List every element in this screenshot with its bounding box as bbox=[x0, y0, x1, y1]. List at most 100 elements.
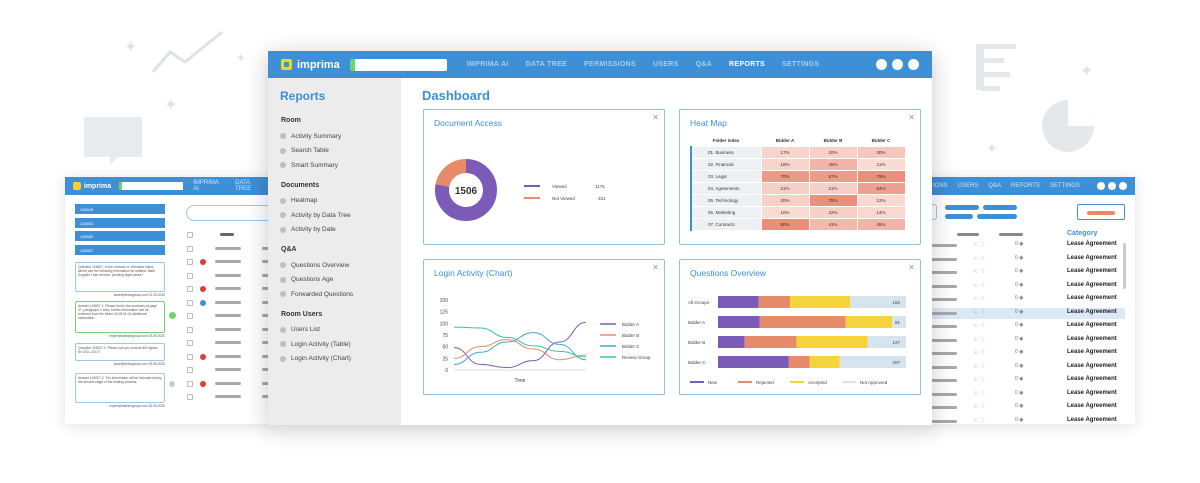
sidebar-item-smart-summary[interactable]: Smart Summary bbox=[280, 158, 401, 173]
series-line-bidder-b bbox=[453, 339, 587, 361]
bg-row-icons: ♘ ♢ bbox=[973, 296, 986, 302]
close-icon[interactable]: ✕ bbox=[908, 263, 915, 272]
heatmap-cell: 18% bbox=[760, 157, 810, 171]
bg-row-count-icon: 0 ◉ bbox=[1015, 254, 1024, 261]
bg-note-text: Question 115007.1: Please can you provid… bbox=[78, 346, 159, 354]
bar-category-label: Bidder C bbox=[688, 360, 706, 365]
nav-q-a[interactable]: Q&A bbox=[695, 61, 713, 68]
heatmap-header-folder-index: Folder Index bbox=[712, 137, 740, 143]
bullet-icon bbox=[280, 341, 286, 348]
close-icon[interactable]: ✕ bbox=[652, 113, 659, 122]
heatmap-header-bidder-c: Bidder C bbox=[871, 137, 891, 143]
sidebar-item-questions-overview[interactable]: Questions Overview bbox=[280, 258, 401, 273]
sidebar-item-users-list[interactable]: Users List bbox=[280, 323, 401, 338]
nav-settings[interactable]: SETTINGS bbox=[782, 61, 820, 68]
heatmap-row: 04. Agreements 21% 21% 64% bbox=[690, 181, 906, 195]
bullet-icon bbox=[280, 262, 286, 269]
login-activity-title: Login Activity (Chart) bbox=[434, 268, 513, 278]
y-tick-label: 25 bbox=[442, 356, 448, 362]
close-icon[interactable]: ✕ bbox=[908, 113, 915, 122]
bg-row-category: Lease Agreement bbox=[1067, 362, 1117, 369]
bullet-icon bbox=[280, 355, 286, 362]
bg-row-category: Lease Agreement bbox=[1067, 335, 1117, 342]
sidebar-item-heatmap[interactable]: Heatmap bbox=[280, 194, 401, 209]
sidebar-item-activity-summary[interactable]: Activity Summary bbox=[280, 129, 401, 144]
svg-text:✦: ✦ bbox=[1080, 63, 1093, 80]
heatmap-row-label: 06. Marketing bbox=[690, 205, 762, 219]
sidebar-item-questions-age[interactable]: Questions Age bbox=[280, 273, 401, 288]
bg-note-text: Answer 115657.1: Please find in the summ… bbox=[78, 304, 157, 320]
bg-row-icons: ♘ ♢ bbox=[973, 282, 986, 289]
bg-row-badge bbox=[200, 259, 206, 265]
bg-note-signature: asset@brewgroup.com 25.05.2020 bbox=[113, 362, 165, 366]
sidebar-item-label: Activity by Data Tree bbox=[291, 211, 351, 219]
sidebar-item-activity-by-date[interactable]: Activity by Date bbox=[280, 223, 401, 238]
bg-row-count-icon: 0 ◉ bbox=[1015, 403, 1024, 409]
sidebar-item-search-table[interactable]: Search Table bbox=[280, 144, 401, 159]
sidebar-item-label: Users List bbox=[291, 326, 320, 334]
window-control-3[interactable] bbox=[908, 59, 919, 70]
bar-segment-not-approved bbox=[850, 296, 906, 308]
bar-category-label: Bidder A bbox=[688, 320, 705, 325]
bar-segment-accepted bbox=[789, 296, 851, 308]
legend-viewed-value: 1175 bbox=[595, 184, 605, 189]
close-icon[interactable]: ✕ bbox=[652, 263, 659, 272]
bullet-icon bbox=[280, 162, 286, 169]
nav-permissions[interactable]: PERMISSIONS bbox=[584, 61, 636, 68]
bg-row-count-icon: 0 ◉ bbox=[1015, 268, 1024, 274]
reports-sidebar: Reports Room Activity Summary Search Table… bbox=[268, 78, 401, 425]
sidebar-item-login-activity-table[interactable]: Login Activity (Table) bbox=[280, 337, 401, 352]
legend-viewed: Viewed bbox=[552, 184, 567, 189]
bg-row-count-icon: 0 ◉ bbox=[1015, 295, 1024, 301]
bg-row-checkbox bbox=[187, 380, 193, 387]
heatmap-cell: 10% bbox=[760, 205, 810, 219]
heatmap-row-label: 05. Technology bbox=[690, 193, 762, 207]
bg-row-icons: ♘ ♢ bbox=[973, 390, 986, 397]
sidebar-title: Reports bbox=[280, 89, 326, 103]
nav-users[interactable]: USERS bbox=[652, 61, 679, 68]
global-search-input[interactable] bbox=[349, 58, 447, 71]
bg-row-count-icon: 0 ◉ bbox=[1015, 389, 1024, 396]
sidebar-item-forwarded-questions[interactable]: Forwarded Questions bbox=[280, 287, 401, 302]
nav-imprima-ai[interactable]: IMPRIMA AI bbox=[466, 61, 509, 68]
bg-row-count-icon: 0 ◉ bbox=[1015, 349, 1024, 355]
status-dot-icon bbox=[169, 381, 175, 387]
heatmap-cell: 41% bbox=[808, 217, 858, 231]
heatmap-cell: 70% bbox=[760, 169, 810, 183]
heatmap-row: 06. Marketing 10% 22% 14% bbox=[690, 205, 906, 219]
bg-row-count-icon: 0 ◉ bbox=[1015, 281, 1024, 288]
bg-nav-1: IMPRIMA AI bbox=[193, 180, 219, 192]
heatmap-cell: 14% bbox=[856, 205, 906, 219]
bullet-icon bbox=[280, 147, 286, 154]
bullet-icon bbox=[280, 276, 286, 283]
bg-window-right: IONS USERS Q&A REPORTS SETTINGS Category… bbox=[925, 177, 1135, 424]
y-tick-label: 0 bbox=[445, 368, 448, 374]
bg-note-text: Question 115657: In the contract or othe… bbox=[78, 265, 155, 277]
legend-not-approved: Not Approved bbox=[860, 380, 888, 385]
bg-row-category: Lease Agreement bbox=[1067, 281, 1117, 288]
bar-segment-accepted bbox=[809, 356, 840, 368]
series-line-review-group bbox=[453, 326, 587, 358]
nav-data-tree[interactable]: DATA TREE bbox=[525, 61, 568, 68]
bg-row-checkbox bbox=[187, 367, 193, 373]
heatmap-cell: 67% bbox=[808, 169, 858, 183]
bar-segment-new bbox=[718, 336, 745, 348]
bg-row-checkbox bbox=[187, 340, 193, 346]
y-tick-label: 50 bbox=[442, 345, 448, 351]
y-tick-label: 100 bbox=[440, 321, 449, 327]
bar-segment-not-approved bbox=[839, 356, 906, 368]
window-control-2[interactable] bbox=[892, 59, 903, 70]
sidebar-item-login-activity-chart[interactable]: Login Activity (Chart) bbox=[280, 352, 401, 367]
window-control-1[interactable] bbox=[876, 59, 887, 70]
bg-note: Question 115657: In the contract or othe… bbox=[75, 262, 165, 292]
sidebar-item-label: Activity by Date bbox=[291, 226, 336, 234]
bullet-icon bbox=[280, 212, 286, 219]
legend-new: New bbox=[708, 380, 718, 385]
bg-row-icons: ♘ ♢ bbox=[973, 417, 986, 424]
bg-r-nav-1: USERS bbox=[957, 183, 979, 189]
questions-overview-chart: All Groups 162 Bidder A 81 Bidder B 127 Bidder… bbox=[688, 296, 906, 385]
sidebar-item-activity-by-data-tree[interactable]: Activity by Data Tree bbox=[280, 208, 401, 223]
bar-category-label: Bidder B bbox=[688, 340, 705, 345]
nav-reports[interactable]: REPORTS bbox=[729, 61, 765, 68]
sidebar-group-documents: Documents bbox=[281, 181, 320, 189]
